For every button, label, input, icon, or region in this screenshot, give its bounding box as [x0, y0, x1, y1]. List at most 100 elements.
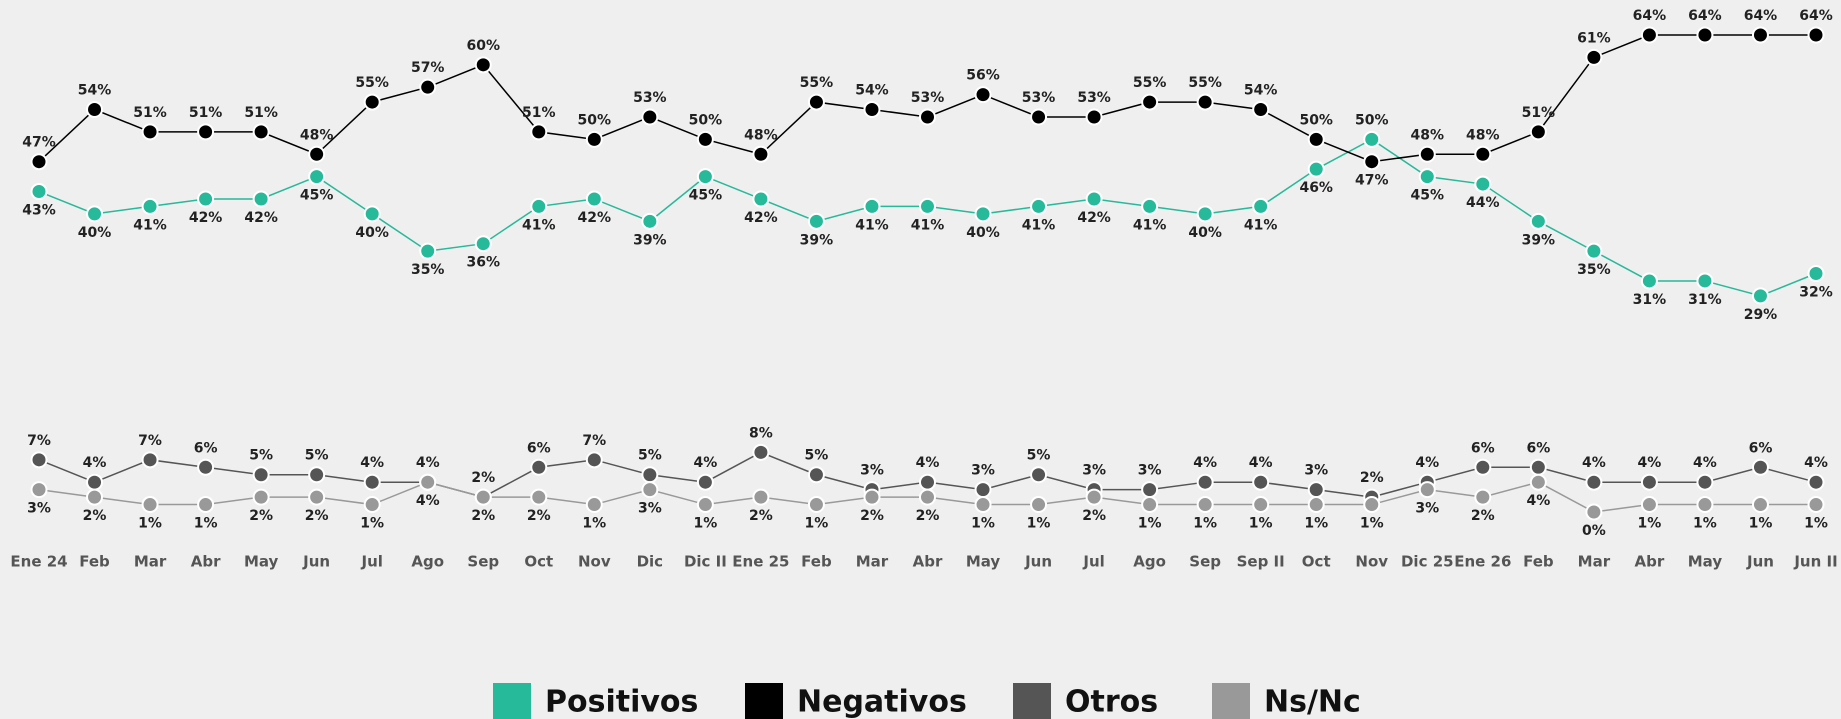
point — [1141, 496, 1159, 514]
point — [1307, 160, 1325, 178]
data-label: 1% — [1304, 516, 1328, 532]
data-label: 31% — [1688, 292, 1722, 308]
x-tick-label: Sep II — [1237, 553, 1285, 571]
point — [585, 496, 603, 514]
point — [1696, 26, 1714, 44]
point — [752, 443, 770, 461]
data-label: 1% — [582, 516, 606, 532]
point — [1640, 473, 1658, 491]
point — [1696, 496, 1714, 514]
point — [807, 93, 825, 111]
data-label: 55% — [800, 75, 834, 91]
x-tick-label: Jun — [1746, 553, 1774, 571]
data-label: 4% — [1582, 455, 1606, 471]
point — [1640, 26, 1658, 44]
data-label: 3% — [27, 501, 51, 517]
data-label: 45% — [689, 188, 723, 204]
point — [1030, 466, 1048, 484]
data-label: 6% — [1471, 440, 1495, 456]
legend-label: Ns/Nc — [1264, 685, 1361, 719]
data-label: 48% — [1466, 127, 1500, 143]
point — [1141, 197, 1159, 215]
point — [1585, 473, 1603, 491]
legend-swatch — [493, 683, 531, 719]
x-tick-label: Sep — [1189, 553, 1221, 571]
data-label: 31% — [1633, 292, 1667, 308]
x-tick-label: Ene 26 — [1454, 553, 1511, 571]
point — [1363, 153, 1381, 171]
point — [1751, 287, 1769, 305]
point — [141, 451, 159, 469]
x-tick-label: May — [244, 553, 279, 571]
data-label: 41% — [1244, 217, 1278, 233]
x-tick-label: Nov — [578, 553, 611, 571]
data-label: 6% — [1749, 440, 1773, 456]
data-label: 1% — [1638, 516, 1662, 532]
point — [1085, 108, 1103, 126]
data-label: 4% — [1693, 455, 1717, 471]
data-label: 5% — [1027, 448, 1051, 464]
x-tick-label: Nov — [1355, 553, 1388, 571]
data-label: 48% — [744, 127, 778, 143]
point — [197, 458, 215, 476]
x-tick-label: Jul — [360, 553, 382, 571]
data-label: 40% — [1188, 225, 1222, 241]
data-label: 4% — [360, 455, 384, 471]
point — [363, 93, 381, 111]
point — [641, 481, 659, 499]
point — [252, 190, 270, 208]
data-label: 1% — [1804, 516, 1828, 532]
data-label: 46% — [1299, 180, 1333, 196]
data-label: 4% — [83, 455, 107, 471]
point — [197, 123, 215, 141]
data-label: 4% — [416, 455, 440, 471]
point — [1418, 481, 1436, 499]
point — [308, 488, 326, 506]
point — [1807, 265, 1825, 282]
point — [141, 197, 159, 215]
point — [1085, 190, 1103, 208]
point — [752, 190, 770, 208]
point — [1751, 496, 1769, 514]
data-label: 35% — [411, 262, 445, 278]
data-label: 55% — [355, 75, 389, 91]
data-label: 56% — [966, 68, 1000, 84]
data-label: 7% — [582, 433, 606, 449]
data-label: 2% — [249, 508, 273, 524]
data-label: 55% — [1133, 75, 1167, 91]
data-label: 35% — [1577, 262, 1611, 278]
point — [530, 197, 548, 215]
point — [919, 473, 936, 491]
data-label: 51% — [244, 105, 278, 121]
data-label: 7% — [138, 433, 162, 449]
data-label: 1% — [1693, 516, 1717, 532]
data-label: 8% — [749, 425, 773, 441]
data-label: 4% — [1804, 455, 1828, 471]
data-label: 4% — [1249, 455, 1273, 471]
data-label: 41% — [1022, 217, 1056, 233]
data-label: 2% — [1360, 470, 1384, 486]
x-tick-label: Jun — [1024, 553, 1052, 571]
point — [807, 496, 825, 514]
x-tick-label: Ago — [411, 553, 444, 571]
point — [530, 458, 548, 476]
x-tick-label: Ene 25 — [732, 553, 789, 571]
data-label: 29% — [1744, 307, 1778, 323]
data-label: 1% — [693, 516, 717, 532]
point — [1640, 272, 1658, 290]
point — [1807, 496, 1825, 514]
point — [919, 488, 936, 506]
point — [1307, 481, 1325, 499]
data-label: 42% — [189, 210, 223, 226]
point — [474, 488, 492, 506]
data-label: 2% — [527, 508, 551, 524]
point — [419, 78, 437, 96]
point — [1807, 26, 1825, 44]
data-label: 2% — [471, 470, 495, 486]
point — [1696, 473, 1714, 491]
point — [974, 496, 992, 514]
point — [530, 488, 548, 506]
point — [1030, 108, 1048, 126]
data-label: 1% — [1193, 516, 1217, 532]
